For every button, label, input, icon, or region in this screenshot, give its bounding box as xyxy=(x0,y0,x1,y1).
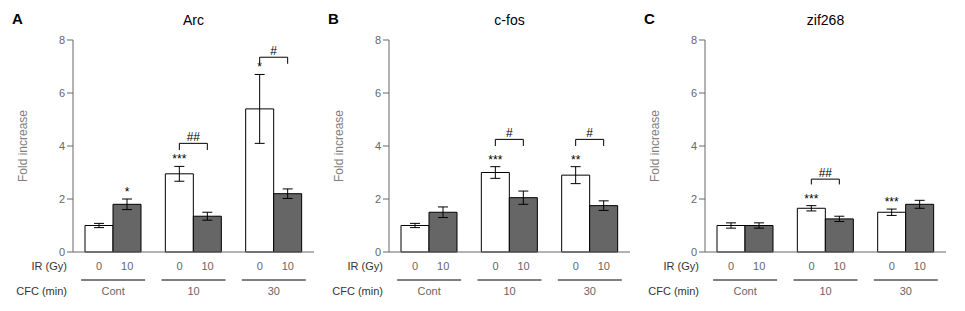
svg-text:0: 0 xyxy=(492,260,498,272)
svg-text:Cont: Cont xyxy=(102,285,125,297)
svg-text:***: *** xyxy=(804,192,818,206)
svg-text:10: 10 xyxy=(201,260,213,272)
svg-text:6: 6 xyxy=(691,87,697,99)
svg-text:10: 10 xyxy=(121,260,133,272)
svg-text:10: 10 xyxy=(833,260,845,272)
svg-text:2: 2 xyxy=(691,193,697,205)
svg-text:***: *** xyxy=(488,153,502,167)
svg-text:#: # xyxy=(506,126,513,140)
svg-text:##: ## xyxy=(187,130,201,144)
svg-text:8: 8 xyxy=(375,34,381,46)
svg-text:**: ** xyxy=(571,153,581,167)
html-text:zif268: zif268 xyxy=(806,12,845,28)
svg-text:CFC (min): CFC (min) xyxy=(16,285,67,297)
svg-text:IR (Gy): IR (Gy) xyxy=(32,260,67,272)
svg-text:10: 10 xyxy=(753,260,765,272)
svg-text:Cont: Cont xyxy=(734,285,757,297)
svg-text:6: 6 xyxy=(375,87,381,99)
svg-text:***: *** xyxy=(172,152,186,166)
svg-text:0: 0 xyxy=(573,260,579,272)
svg-text:Fold increase: Fold increase xyxy=(16,110,30,182)
svg-text:10: 10 xyxy=(437,260,449,272)
svg-text:IR (Gy): IR (Gy) xyxy=(348,260,383,272)
svg-text:4: 4 xyxy=(375,140,381,152)
svg-text:2: 2 xyxy=(59,193,65,205)
html-text:Arc: Arc xyxy=(183,12,204,28)
svg-text:10: 10 xyxy=(517,260,529,272)
svg-text:10: 10 xyxy=(914,260,926,272)
svg-text:0: 0 xyxy=(808,260,814,272)
svg-text:*: * xyxy=(125,185,130,199)
svg-text:#: # xyxy=(270,44,277,58)
svg-text:6: 6 xyxy=(59,87,65,99)
svg-text:0: 0 xyxy=(59,246,65,258)
svg-text:10: 10 xyxy=(819,285,831,297)
html-text:C: C xyxy=(644,10,655,27)
svg-text:30: 30 xyxy=(584,285,596,297)
svg-text:8: 8 xyxy=(59,34,65,46)
html-text:c-fos: c-fos xyxy=(494,12,525,28)
svg-text:0: 0 xyxy=(691,246,697,258)
html-text:A: A xyxy=(12,10,23,27)
svg-text:0: 0 xyxy=(375,246,381,258)
svg-text:0: 0 xyxy=(889,260,895,272)
svg-text:Fold increase: Fold increase xyxy=(648,110,662,182)
svg-text:10: 10 xyxy=(187,285,199,297)
svg-text:0: 0 xyxy=(728,260,734,272)
svg-text:4: 4 xyxy=(691,140,697,152)
svg-text:0: 0 xyxy=(412,260,418,272)
svg-text:10: 10 xyxy=(598,260,610,272)
svg-text:CFC (min): CFC (min) xyxy=(332,285,383,297)
svg-text:0: 0 xyxy=(257,260,263,272)
svg-text:10: 10 xyxy=(282,260,294,272)
svg-text:4: 4 xyxy=(59,140,65,152)
svg-text:2: 2 xyxy=(375,193,381,205)
svg-text:0: 0 xyxy=(96,260,102,272)
svg-text:0: 0 xyxy=(176,260,182,272)
svg-text:##: ## xyxy=(819,166,833,180)
svg-text:10: 10 xyxy=(503,285,515,297)
svg-text:30: 30 xyxy=(268,285,280,297)
svg-text:CFC (min): CFC (min) xyxy=(648,285,699,297)
svg-text:IR (Gy): IR (Gy) xyxy=(664,260,699,272)
svg-text:#: # xyxy=(586,126,593,140)
svg-text:Fold increase: Fold increase xyxy=(332,110,346,182)
svg-text:30: 30 xyxy=(900,285,912,297)
html-text:B: B xyxy=(328,10,339,27)
svg-text:Cont: Cont xyxy=(418,285,441,297)
svg-text:***: *** xyxy=(885,195,899,209)
svg-text:8: 8 xyxy=(691,34,697,46)
